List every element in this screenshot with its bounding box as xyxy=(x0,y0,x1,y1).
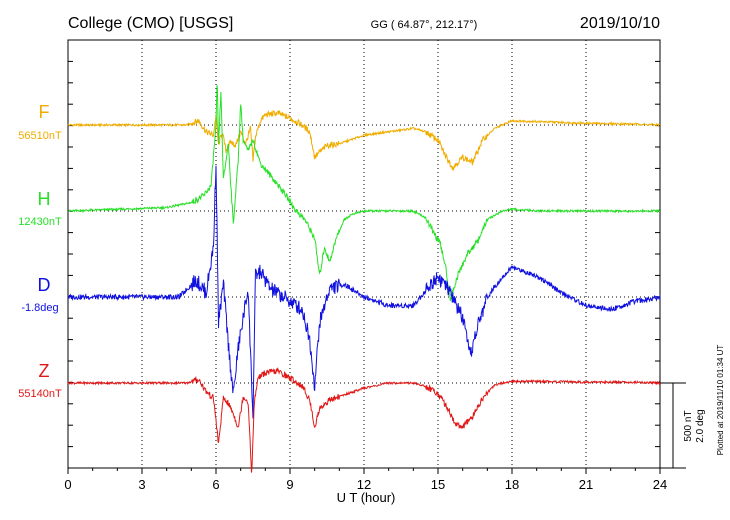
x-axis-ticks: 0 3 6 9 12 15 18 21 24 xyxy=(64,60,667,492)
series-baseline-D: -1.8deg xyxy=(21,302,58,314)
plotted-timestamp: Plotted at 2019/11/10 01:34 UT xyxy=(716,345,725,456)
x-tick-label-15: 15 xyxy=(431,477,445,492)
scale-bar: 500 nT 2.0 deg xyxy=(660,382,706,469)
x-tick-label-9: 9 xyxy=(286,477,293,492)
grid xyxy=(68,40,660,468)
traces xyxy=(67,85,661,473)
date-label: 2019/10/10 xyxy=(580,15,660,32)
x-tick-label-12: 12 xyxy=(357,477,371,492)
trace-D xyxy=(67,165,661,419)
series-baseline-H: 12430nT xyxy=(18,216,62,228)
x-tick-label-21: 21 xyxy=(579,477,593,492)
x-tick-label-18: 18 xyxy=(505,477,519,492)
x-tick-label-0: 0 xyxy=(64,477,71,492)
scale-deg-label: 2.0 deg xyxy=(695,409,706,442)
station-title: College (CMO) [USGS] xyxy=(68,15,233,32)
series-name-D: D xyxy=(38,275,51,295)
trace-H xyxy=(67,85,661,302)
scale-nt-label: 500 nT xyxy=(683,410,694,441)
coords-label: GG ( 64.87°, 212.17°) xyxy=(371,19,478,31)
x-tick-label-3: 3 xyxy=(138,477,145,492)
trace-F xyxy=(67,109,660,172)
x-axis-label: U T (hour) xyxy=(337,490,396,505)
series-labels: F 56510nT H 12430nT D -1.8deg Z 55140nT xyxy=(18,102,62,400)
series-name-H: H xyxy=(38,189,51,209)
series-baseline-F: 56510nT xyxy=(18,130,62,142)
series-name-Z: Z xyxy=(39,361,50,381)
trace-Z xyxy=(67,367,661,473)
x-tick-label-6: 6 xyxy=(212,477,219,492)
series-baseline-Z: 55140nT xyxy=(18,388,62,400)
series-name-F: F xyxy=(39,102,50,122)
x-tick-label-24: 24 xyxy=(653,477,667,492)
